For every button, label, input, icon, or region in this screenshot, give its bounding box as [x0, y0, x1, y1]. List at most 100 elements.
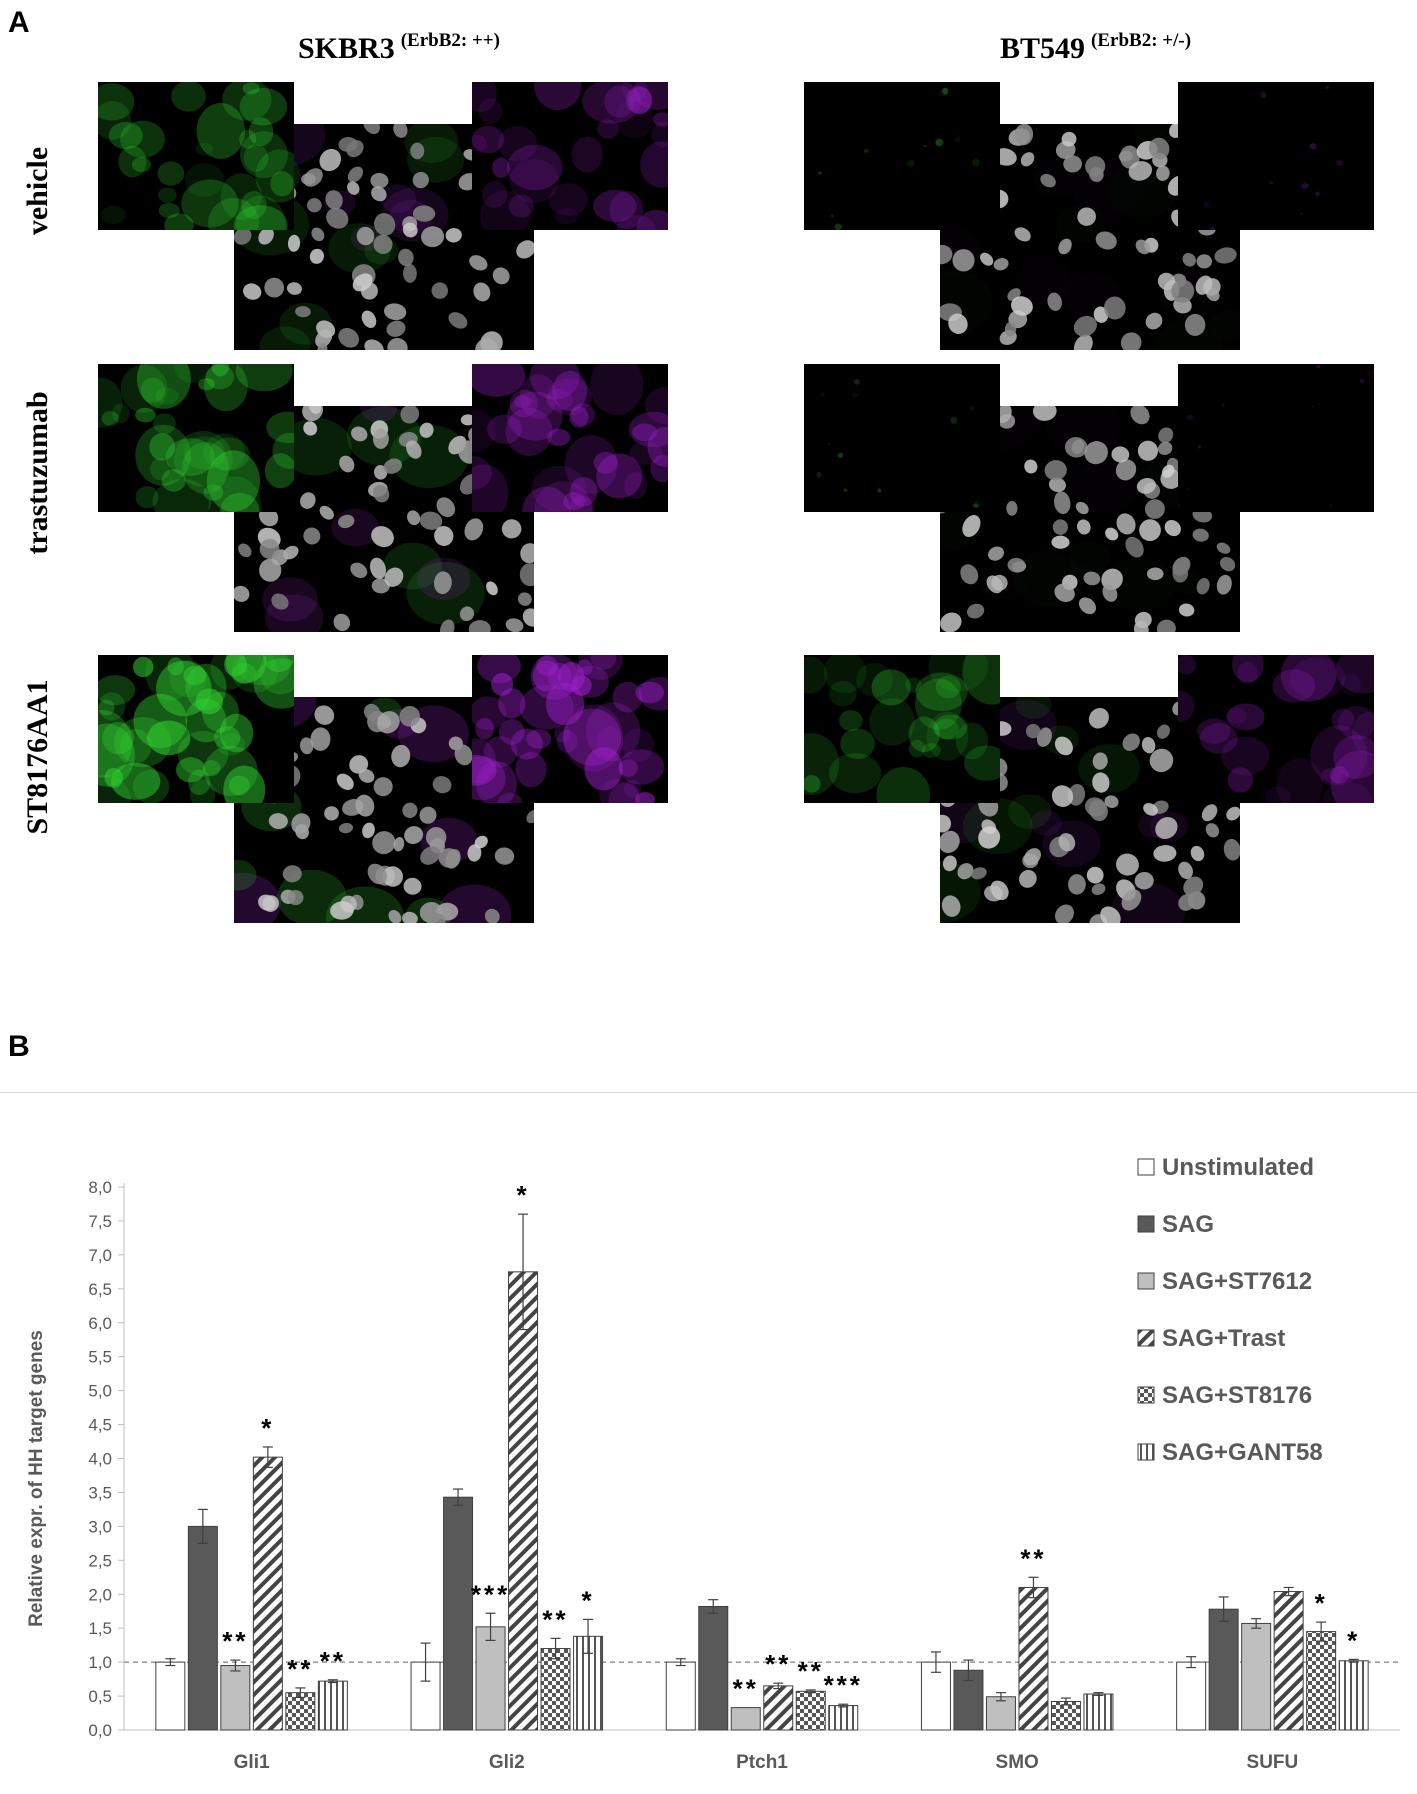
y-tick-label: 1,0: [88, 1653, 112, 1672]
bar-gli2-4: [540, 1648, 571, 1731]
panel-b-letter: B: [8, 1030, 30, 1063]
micrograph-green-tile: [98, 82, 294, 230]
legend-label: SAG+Trast: [1162, 1325, 1285, 1352]
y-tick-label: 0,5: [88, 1687, 112, 1706]
significance-stars: *: [516, 1180, 529, 1210]
y-tick-label: 3,0: [88, 1517, 112, 1536]
micrograph-green-tile: [804, 364, 1000, 512]
column-title-skbr3-name: SKBR3: [298, 32, 395, 65]
micrograph-magenta-tile: [472, 82, 668, 230]
bar-sufu-3: [1273, 1591, 1304, 1731]
significance-stars: ***: [824, 1670, 863, 1700]
legend-swatch: [1137, 1329, 1155, 1347]
y-tick-label: 1,5: [88, 1619, 112, 1638]
micrograph-green-tile: [98, 655, 294, 803]
legend-label: Unstimulated: [1162, 1154, 1314, 1181]
x-category-label: Ptch1: [736, 1752, 788, 1773]
y-axis-label: Relative expr. of HH target genes: [26, 1330, 47, 1627]
significance-stars: **: [320, 1646, 346, 1676]
bar-ptch1-3: [763, 1685, 794, 1731]
micrograph-magenta-tile: [472, 364, 668, 512]
y-tick-label: 7,5: [88, 1212, 112, 1231]
x-category-label: Gli2: [489, 1752, 525, 1773]
bar-sufu-1: [1208, 1608, 1239, 1731]
y-tick-label: 7,0: [88, 1246, 112, 1265]
column-title-skbr3: SKBR3 (ErbB2: ++): [298, 30, 500, 66]
y-tick-label: 6,0: [88, 1314, 112, 1333]
bar-gli1-1: [187, 1525, 218, 1731]
bar-gli2-2: [475, 1626, 506, 1731]
significance-stars: *: [261, 1413, 274, 1443]
legend-label: SAG+GANT58: [1162, 1439, 1323, 1466]
significance-stars: **: [798, 1656, 824, 1686]
bar-gli1-5: [317, 1680, 348, 1731]
x-category-label: SMO: [996, 1752, 1039, 1773]
row-label-st8176aa1: ST8176AA1: [21, 679, 54, 835]
bar-gli1-4: [285, 1692, 316, 1731]
column-title-bt549-name: BT549: [1000, 32, 1086, 65]
bar-ptch1-1: [698, 1605, 729, 1731]
bar-smo-5: [1083, 1693, 1114, 1731]
y-tick-label: 2,5: [88, 1551, 112, 1570]
x-category-label: SUFU: [1247, 1752, 1299, 1773]
significance-stars: ***: [471, 1579, 510, 1609]
x-category-label: Gli1: [234, 1752, 270, 1773]
bar-smo-2: [985, 1696, 1016, 1731]
column-title-skbr3-sup: (ErbB2: ++): [400, 30, 500, 51]
y-tick-label: 2,0: [88, 1585, 112, 1604]
bar-ptch1-5: [828, 1705, 859, 1731]
significance-stars: *: [1315, 1588, 1328, 1618]
hh-target-genes-bar-chart: 0,0 0,5 1,0 1,5 2,0 2,5 3,0 3,5 4,0 4,5 5,0 5,5 6,0 6…: [26, 1154, 1400, 1773]
y-tick-label: 3,5: [88, 1483, 112, 1502]
micrograph-green-tile: [98, 364, 294, 512]
bar-smo-3: [1018, 1586, 1049, 1731]
legend-label: SAG+ST7612: [1162, 1268, 1312, 1295]
column-title-bt549: BT549 (ErbB2: +/-): [1000, 30, 1191, 66]
bar-gli1-2: [220, 1665, 251, 1731]
micrograph-green-tile: [804, 82, 1000, 230]
significance-stars: **: [733, 1674, 759, 1704]
bar-smo-0: [920, 1661, 951, 1731]
bar-ptch1-0: [665, 1661, 696, 1731]
legend-swatch: [1137, 1215, 1155, 1233]
micrograph-magenta-tile: [1178, 82, 1374, 230]
row-label-trastuzumab: trastuzumab: [21, 391, 54, 555]
micrograph-magenta-tile: [1178, 655, 1374, 803]
legend-swatch: [1137, 1272, 1155, 1290]
bar-smo-4: [1050, 1700, 1081, 1731]
y-tick-label: 8,0: [88, 1178, 112, 1197]
significance-stars: **: [542, 1604, 568, 1634]
panel-a-letter: A: [8, 6, 30, 39]
y-tick-label: 4,0: [88, 1450, 112, 1469]
bar-sufu-5: [1338, 1660, 1369, 1731]
significance-stars: *: [1347, 1625, 1360, 1655]
significance-stars: **: [1020, 1543, 1046, 1573]
bar-sufu-4: [1306, 1631, 1337, 1731]
significance-stars: **: [222, 1626, 248, 1656]
significance-stars: *: [581, 1585, 594, 1615]
legend-label: SAG+ST8176: [1162, 1382, 1312, 1409]
bar-gli1-3: [252, 1456, 283, 1731]
legend-swatch: [1137, 1443, 1155, 1461]
y-tick-label: 5,0: [88, 1382, 112, 1401]
bar-sufu-2: [1241, 1622, 1272, 1731]
micrograph-green-tile: [804, 655, 1000, 803]
micrograph-magenta-tile: [472, 655, 668, 803]
bar-gli1-0: [155, 1661, 186, 1731]
panel-divider: [0, 1092, 1417, 1093]
legend-label: SAG: [1162, 1211, 1214, 1238]
bar-ptch1-2: [730, 1707, 761, 1731]
column-title-bt549-sup: (ErbB2: +/-): [1091, 30, 1192, 51]
legend-swatch: [1137, 1386, 1155, 1404]
row-label-vehicle: vehicle: [21, 146, 54, 236]
y-tick-label: 6,5: [88, 1280, 112, 1299]
legend-swatch: [1137, 1158, 1155, 1176]
bar-gli2-3: [508, 1271, 539, 1731]
significance-stars: **: [765, 1649, 791, 1679]
significance-stars: **: [287, 1654, 313, 1684]
bar-ptch1-4: [795, 1690, 826, 1731]
bar-sufu-0: [1176, 1661, 1207, 1731]
bar-gli2-1: [443, 1496, 474, 1731]
micrograph-magenta-tile: [1178, 364, 1374, 512]
y-tick-label: 4,5: [88, 1416, 112, 1435]
